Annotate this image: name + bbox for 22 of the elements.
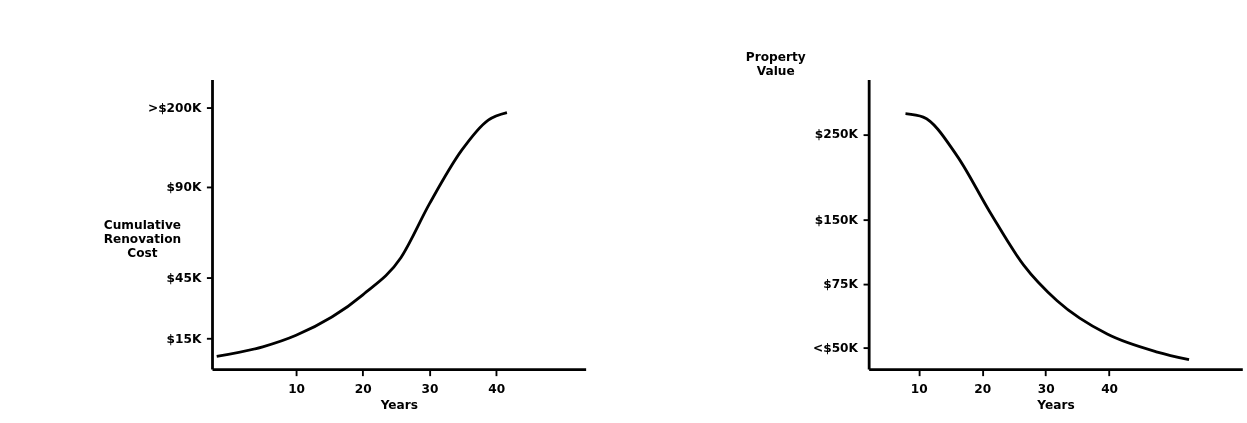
y-tick-label: <$50K bbox=[813, 340, 859, 355]
x-tick-label: 30 bbox=[1037, 381, 1055, 396]
line-series bbox=[904, 112, 1191, 362]
x-tick-label: 30 bbox=[421, 381, 439, 396]
x-tick-label: 40 bbox=[1101, 381, 1119, 396]
y-tick-label: $45K bbox=[166, 271, 202, 286]
y-tick-label: $250K bbox=[814, 127, 859, 142]
y-tick-label: $90K bbox=[166, 180, 202, 195]
x-axis-title: Years bbox=[379, 397, 418, 412]
y-axis-title: Cumulative Renovation Cost bbox=[103, 218, 182, 261]
x-axis-title: Years bbox=[1036, 397, 1075, 412]
x-tick-label: 20 bbox=[354, 381, 372, 396]
y-tick-label: $15K bbox=[166, 331, 202, 346]
x-tick-label: 20 bbox=[974, 381, 992, 396]
line-series bbox=[215, 111, 509, 358]
x-tick-label: 40 bbox=[488, 381, 506, 396]
x-tick-label: 10 bbox=[910, 381, 928, 396]
y-axis-title: Property Value bbox=[745, 50, 806, 79]
y-tick-label: $150K bbox=[814, 212, 859, 227]
x-tick-label: 10 bbox=[288, 381, 306, 396]
y-tick-label: $75K bbox=[823, 276, 859, 291]
y-tick-label: >$200K bbox=[147, 101, 202, 116]
